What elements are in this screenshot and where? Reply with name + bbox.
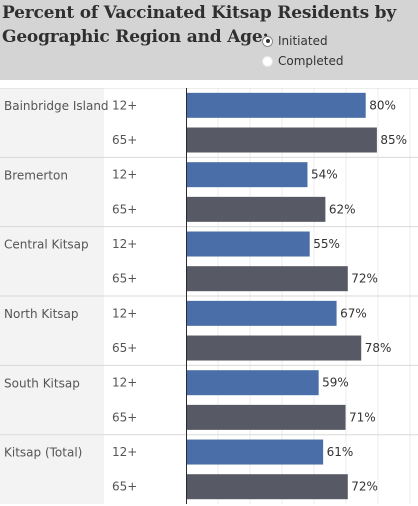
- vaccination-bar-chart: Bainbridge Island 12+ 80%65+ 85%Bremerton 12…: [0, 88, 418, 505]
- region-label: Kitsap (Total): [4, 446, 82, 460]
- filter-option-completed[interactable]: Completed: [262, 52, 343, 70]
- region-label: North Kitsap: [4, 307, 79, 321]
- bar-12-plus[interactable]: [186, 439, 324, 465]
- filter-option-label: Initiated: [278, 34, 328, 48]
- bar-value-label: 61%: [327, 445, 354, 459]
- region-panel: [0, 296, 104, 366]
- bar-65-plus[interactable]: [186, 335, 362, 361]
- chart-title-line-2: Geographic Region and Age:: [2, 27, 269, 47]
- filter-option-initiated[interactable]: Initiated: [262, 32, 328, 50]
- region-label: Central Kitsap: [4, 238, 89, 252]
- bar-value-label: 62%: [329, 202, 356, 216]
- region-panel: [0, 88, 104, 158]
- bar-12-plus[interactable]: [186, 300, 337, 326]
- bar-value-label: 72%: [351, 480, 378, 494]
- region-panel: [0, 434, 104, 505]
- age-group-label: 65+: [112, 272, 137, 286]
- region-label: South Kitsap: [4, 376, 80, 390]
- region-panel: [0, 157, 104, 227]
- bar-value-label: 55%: [313, 237, 340, 251]
- bar-65-plus[interactable]: [186, 404, 346, 430]
- age-group-label: 12+: [112, 306, 137, 320]
- age-group-label: 12+: [112, 376, 137, 390]
- age-group-label: 65+: [112, 133, 137, 147]
- bar-65-plus[interactable]: [186, 196, 326, 222]
- bar-12-plus[interactable]: [186, 162, 308, 188]
- radio-unselected-icon[interactable]: [262, 55, 273, 67]
- bar-value-label: 78%: [365, 341, 392, 355]
- bar-65-plus[interactable]: [186, 474, 348, 500]
- region-panel: [0, 365, 104, 435]
- region-label: Bremerton: [4, 168, 68, 182]
- radio-selected-icon[interactable]: [262, 35, 273, 47]
- bar-value-label: 67%: [340, 306, 367, 320]
- bar-65-plus[interactable]: [186, 266, 348, 292]
- chart-title: Percent of Vaccinated Kitsap Residents b…: [2, 1, 397, 49]
- age-group-label: 65+: [112, 410, 137, 424]
- age-group-label: 12+: [112, 98, 137, 112]
- bar-value-label: 59%: [322, 376, 349, 390]
- bar-value-label: 71%: [349, 410, 376, 424]
- bar-12-plus[interactable]: [186, 231, 310, 257]
- bar-65-plus[interactable]: [186, 127, 377, 153]
- bar-value-label: 80%: [369, 98, 396, 112]
- bar-value-label: 85%: [380, 133, 407, 147]
- age-group-label: 12+: [112, 445, 137, 459]
- age-group-label: 65+: [112, 480, 137, 494]
- bar-12-plus[interactable]: [186, 370, 319, 396]
- dashboard-header: Percent of Vaccinated Kitsap Residents b…: [0, 0, 418, 80]
- region-label: Bainbridge Island: [4, 99, 109, 113]
- age-group-label: 12+: [112, 168, 137, 182]
- bar-value-label: 72%: [351, 272, 378, 286]
- age-group-label: 12+: [112, 237, 137, 251]
- age-group-label: 65+: [112, 202, 137, 216]
- region-panel: [0, 226, 104, 297]
- bar-12-plus[interactable]: [186, 92, 366, 118]
- bar-value-label: 54%: [311, 168, 338, 182]
- age-group-label: 65+: [112, 341, 137, 355]
- chart-title-line-1: Percent of Vaccinated Kitsap Residents b…: [2, 3, 397, 23]
- filter-option-label: Completed: [278, 54, 344, 68]
